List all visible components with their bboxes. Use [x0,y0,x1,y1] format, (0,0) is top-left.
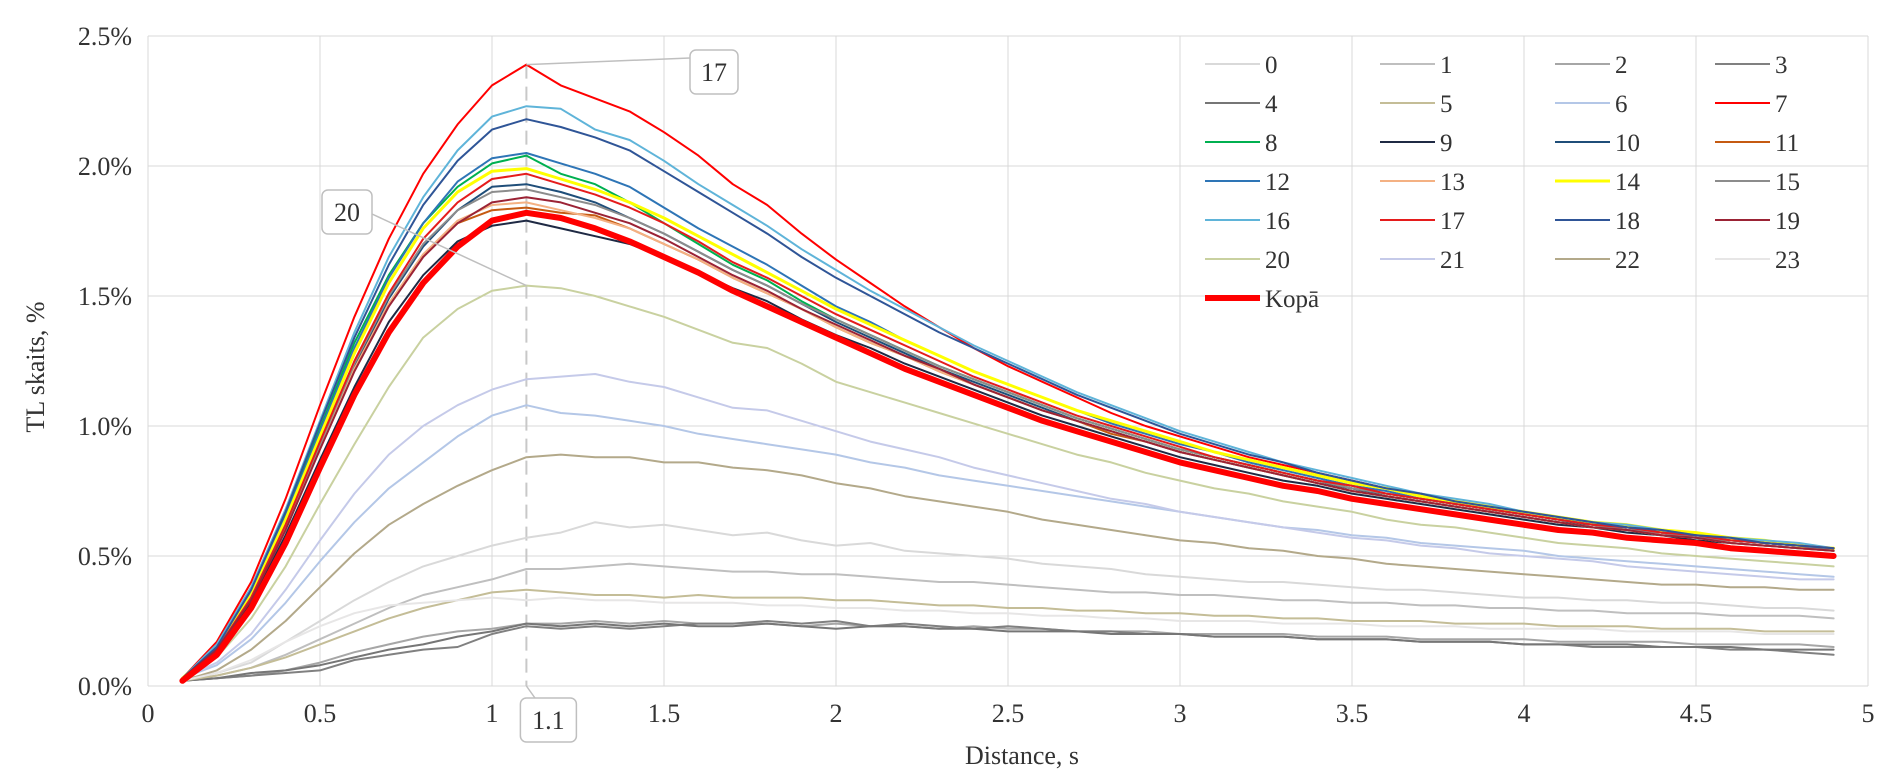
legend-label-7: 7 [1775,91,1788,118]
y-tick-label: 0.0% [78,672,132,701]
series-line-21 [181,373,1835,680]
y-tick-label: 2.5% [78,22,132,51]
series-line-9 [181,219,1835,680]
series-line-2 [181,620,1835,682]
series-line-17 [181,172,1835,680]
grid [147,35,1869,687]
callout-label-1-1: 1.1 [532,706,565,735]
series-line-19 [181,196,1835,680]
legend-label-2: 2 [1615,52,1628,79]
x-tick-label: 2.5 [992,699,1025,728]
callout-label-20: 20 [334,198,360,227]
series-line-1 [181,562,1835,682]
y-tick-label: 1.0% [78,412,132,441]
legend-label-5: 5 [1440,91,1453,118]
legend-label-23: 23 [1775,247,1800,274]
legend-label-0: 0 [1265,52,1278,79]
legend-label-15: 15 [1775,169,1800,196]
series-line-18 [181,118,1835,680]
x-tick-label: 0.5 [304,699,337,728]
callout-box-17 [689,49,739,95]
legend-label-11: 11 [1775,130,1799,157]
axes: 0 0.5 1 1.5 2 2.5 3 3.5 4 4.5 5 0.0% 0.5% 1.0% 1.5% 2.0… [78,22,1875,728]
x-tick-label: 3.5 [1336,699,1369,728]
callout-label-17: 17 [701,58,727,87]
series-line-22 [181,453,1835,682]
legend-label-17: 17 [1440,208,1465,235]
callouts: 17 20 1.1 [321,49,739,743]
callout-box-1-1 [519,697,578,743]
x-tick-label: 5 [1862,699,1875,728]
x-tick-label: 1.5 [648,699,681,728]
legend-label-20: 20 [1265,247,1290,274]
x-tick-label: 2 [830,699,843,728]
y-tick-label: 0.5% [78,542,132,571]
series-lines [179,63,1837,684]
callout-leader-17 [526,57,691,66]
legend-label-18: 18 [1615,208,1640,235]
legend-label-1: 1 [1440,52,1453,79]
x-axis-title: Distance, s [965,741,1079,770]
callout-box-20 [321,189,373,235]
legend-label-21: 21 [1440,247,1465,274]
x-tick-label: 4.5 [1680,699,1713,728]
series-line-4 [181,622,1835,682]
legend-label-13: 13 [1440,169,1465,196]
legend-label-6: 6 [1615,91,1628,118]
legend-label-16: 16 [1265,208,1290,235]
legend-label-12: 12 [1265,169,1290,196]
legend-label-4: 4 [1265,91,1278,118]
y-tick-label: 2.0% [78,152,132,181]
legend-label-14: 14 [1615,169,1641,196]
series-line-20 [181,284,1835,680]
series-line-6 [181,404,1835,680]
y-axis-title: TL skaits, % [21,301,50,432]
legend-label-3: 3 [1775,52,1788,79]
legend-label-9: 9 [1440,130,1453,157]
legend-label-22: 22 [1615,247,1640,274]
y-tick-label: 1.5% [78,282,132,311]
x-tick-label: 4 [1518,699,1531,728]
legend-label-10: 10 [1615,130,1640,157]
legend-label-Kopā: Kopā [1265,286,1319,313]
series-line-Kopā [179,209,1837,684]
callout-leader-20 [371,213,527,287]
x-tick-label: 0 [142,699,155,728]
legend-label-8: 8 [1265,130,1278,157]
x-tick-label: 1 [486,699,499,728]
series-line-0 [181,521,1835,682]
series-line-23 [181,596,1835,682]
legend-label-19: 19 [1775,208,1800,235]
x-tick-label: 3 [1174,699,1187,728]
